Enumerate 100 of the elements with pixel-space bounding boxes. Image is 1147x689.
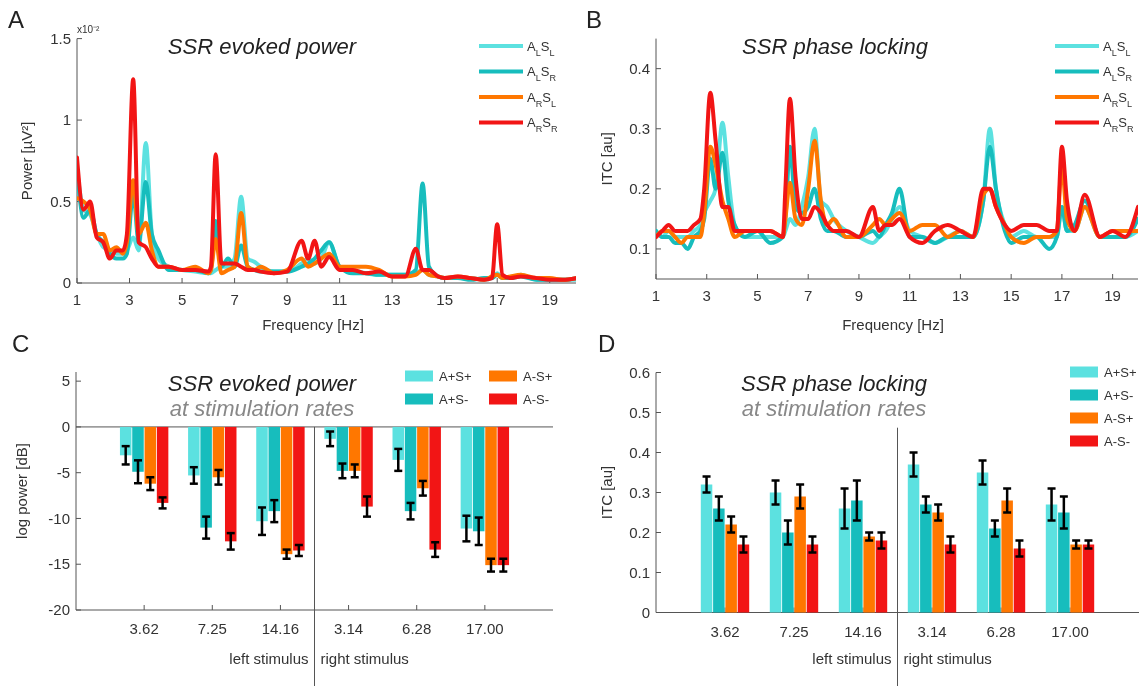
y-tick-label: 0.1 <box>629 240 650 258</box>
legend-label: A$_{R}$S$_{R}$ <box>1103 115 1134 135</box>
y-axis-title: ITC [au] <box>598 465 616 520</box>
x-tick-label: 7.25 <box>197 620 227 637</box>
chart-title: SSR phase locking <box>742 34 929 59</box>
y-tick-label: 0.5 <box>50 192 71 210</box>
x-tick-label: 15 <box>1002 287 1020 304</box>
y-tick-label: 1 <box>62 111 71 129</box>
text: B <box>586 6 603 33</box>
x-tick-label: 14.16 <box>844 622 882 640</box>
bar <box>932 512 944 613</box>
x-tick-label: 14.16 <box>261 620 300 637</box>
x-tick-label: 19 <box>1104 287 1121 304</box>
y-tick-label: 0.4 <box>629 59 650 77</box>
bar <box>1082 544 1095 613</box>
y-tick-label: 0 <box>62 274 71 292</box>
text: at stimulation rates <box>169 396 355 421</box>
bar <box>989 528 1001 613</box>
chart-title: SSR phase locking <box>741 371 928 396</box>
x-axis-title: Frequency [Hz] <box>842 316 944 333</box>
legend-label: A-S- <box>523 391 549 407</box>
x-tick-label: 7.25 <box>779 622 809 640</box>
x-tick-label: 13 <box>952 287 969 304</box>
legend-label: A$_{L}$S$_{L}$ <box>527 38 555 58</box>
x-tick-label: 17 <box>1053 287 1071 304</box>
y-tick-label: 0.3 <box>629 120 650 137</box>
legend-label: A$_{R}$S$_{R}$ <box>527 115 558 135</box>
x-tick-label: 9 <box>854 287 864 304</box>
y-tick-label: 0.3 <box>629 483 650 501</box>
x-tick-label: 11 <box>901 287 918 304</box>
bar <box>875 540 888 613</box>
chart-title: SSR evoked power <box>167 34 358 59</box>
y-tick-label: 0.5 <box>629 403 650 421</box>
legend-label: A-S+ <box>523 368 553 384</box>
x-tick-label: 1 <box>651 287 661 304</box>
legend-label: A+S+ <box>439 368 472 384</box>
bar <box>1058 512 1070 613</box>
text: C <box>12 330 30 357</box>
x-tick-label: 15 <box>436 291 454 308</box>
legend-label: A$_{R}$S$_{L}$ <box>527 89 556 109</box>
x-tick-label: 7 <box>230 291 239 308</box>
x-tick-label: 9 <box>282 291 292 308</box>
legend-label: A$_{L}$S$_{R}$ <box>527 64 557 84</box>
x-tick-label: 17 <box>488 291 506 308</box>
x-tick-label: 17.00 <box>466 620 504 637</box>
bar <box>851 500 863 613</box>
text: x10⁻² <box>77 23 101 35</box>
y-tick-label: 0.2 <box>629 180 650 198</box>
text: D <box>598 330 616 357</box>
y-tick-label: -10 <box>48 509 70 527</box>
legend-label: A-S+ <box>1104 410 1134 426</box>
y-tick-label: -5 <box>56 463 70 481</box>
legend-label: A$_{L}$S$_{R}$ <box>1103 64 1133 84</box>
x-tick-label: 19 <box>541 291 559 308</box>
y-tick-label: 0 <box>641 603 650 621</box>
legend-label: A$_{R}$S$_{L}$ <box>1103 89 1132 109</box>
x-tick-label: 3.14 <box>917 622 947 640</box>
y-tick-label: 0.1 <box>629 563 650 581</box>
bar <box>713 508 725 613</box>
y-tick-label: 0 <box>61 418 70 436</box>
legend-label: A+S+ <box>1104 364 1137 380</box>
x-tick-label: 5 <box>177 291 187 308</box>
x-tick-label: 3.14 <box>333 620 364 637</box>
legend-label: A-S- <box>1104 433 1130 449</box>
y-tick-label: 5 <box>61 372 70 390</box>
bar <box>700 484 713 613</box>
bar <box>1070 544 1082 613</box>
text: at stimulation rates <box>741 396 927 421</box>
x-tick-label: 7 <box>804 287 813 304</box>
x-tick-label: 3 <box>702 287 711 304</box>
text: A <box>8 6 25 33</box>
bar <box>838 508 851 613</box>
line-series <box>656 90 1138 245</box>
text: left stimulus <box>812 650 892 667</box>
bar <box>769 492 782 613</box>
bar <box>920 504 932 613</box>
text: left stimulus <box>229 650 309 667</box>
bar <box>794 496 806 613</box>
y-axis-title: log power [dB] <box>13 443 31 539</box>
bar <box>1001 500 1013 613</box>
y-tick-label: 1.5 <box>50 29 71 47</box>
bar <box>944 544 957 613</box>
y-axis-title: ITC [au] <box>598 132 616 186</box>
y-tick-label: 0.4 <box>629 443 650 461</box>
x-tick-label: 17.00 <box>1051 622 1089 640</box>
x-tick-label: 11 <box>331 291 348 308</box>
chart-title: SSR evoked power <box>167 371 358 396</box>
bar <box>782 532 794 613</box>
y-tick-label: -15 <box>48 555 70 573</box>
bar <box>725 524 737 613</box>
x-tick-label: 6.28 <box>402 620 432 637</box>
y-tick-label: 0.6 <box>629 363 650 381</box>
bar <box>976 472 989 613</box>
x-tick-label: 6.28 <box>986 622 1016 640</box>
x-axis-title: Frequency [Hz] <box>262 316 364 333</box>
legend-label: A+S- <box>439 391 469 407</box>
y-axis-title: Power [µV²] <box>18 121 36 201</box>
x-tick-label: 13 <box>383 291 401 308</box>
y-tick-label: 0.2 <box>629 523 650 541</box>
x-tick-label: 3.62 <box>710 622 740 640</box>
